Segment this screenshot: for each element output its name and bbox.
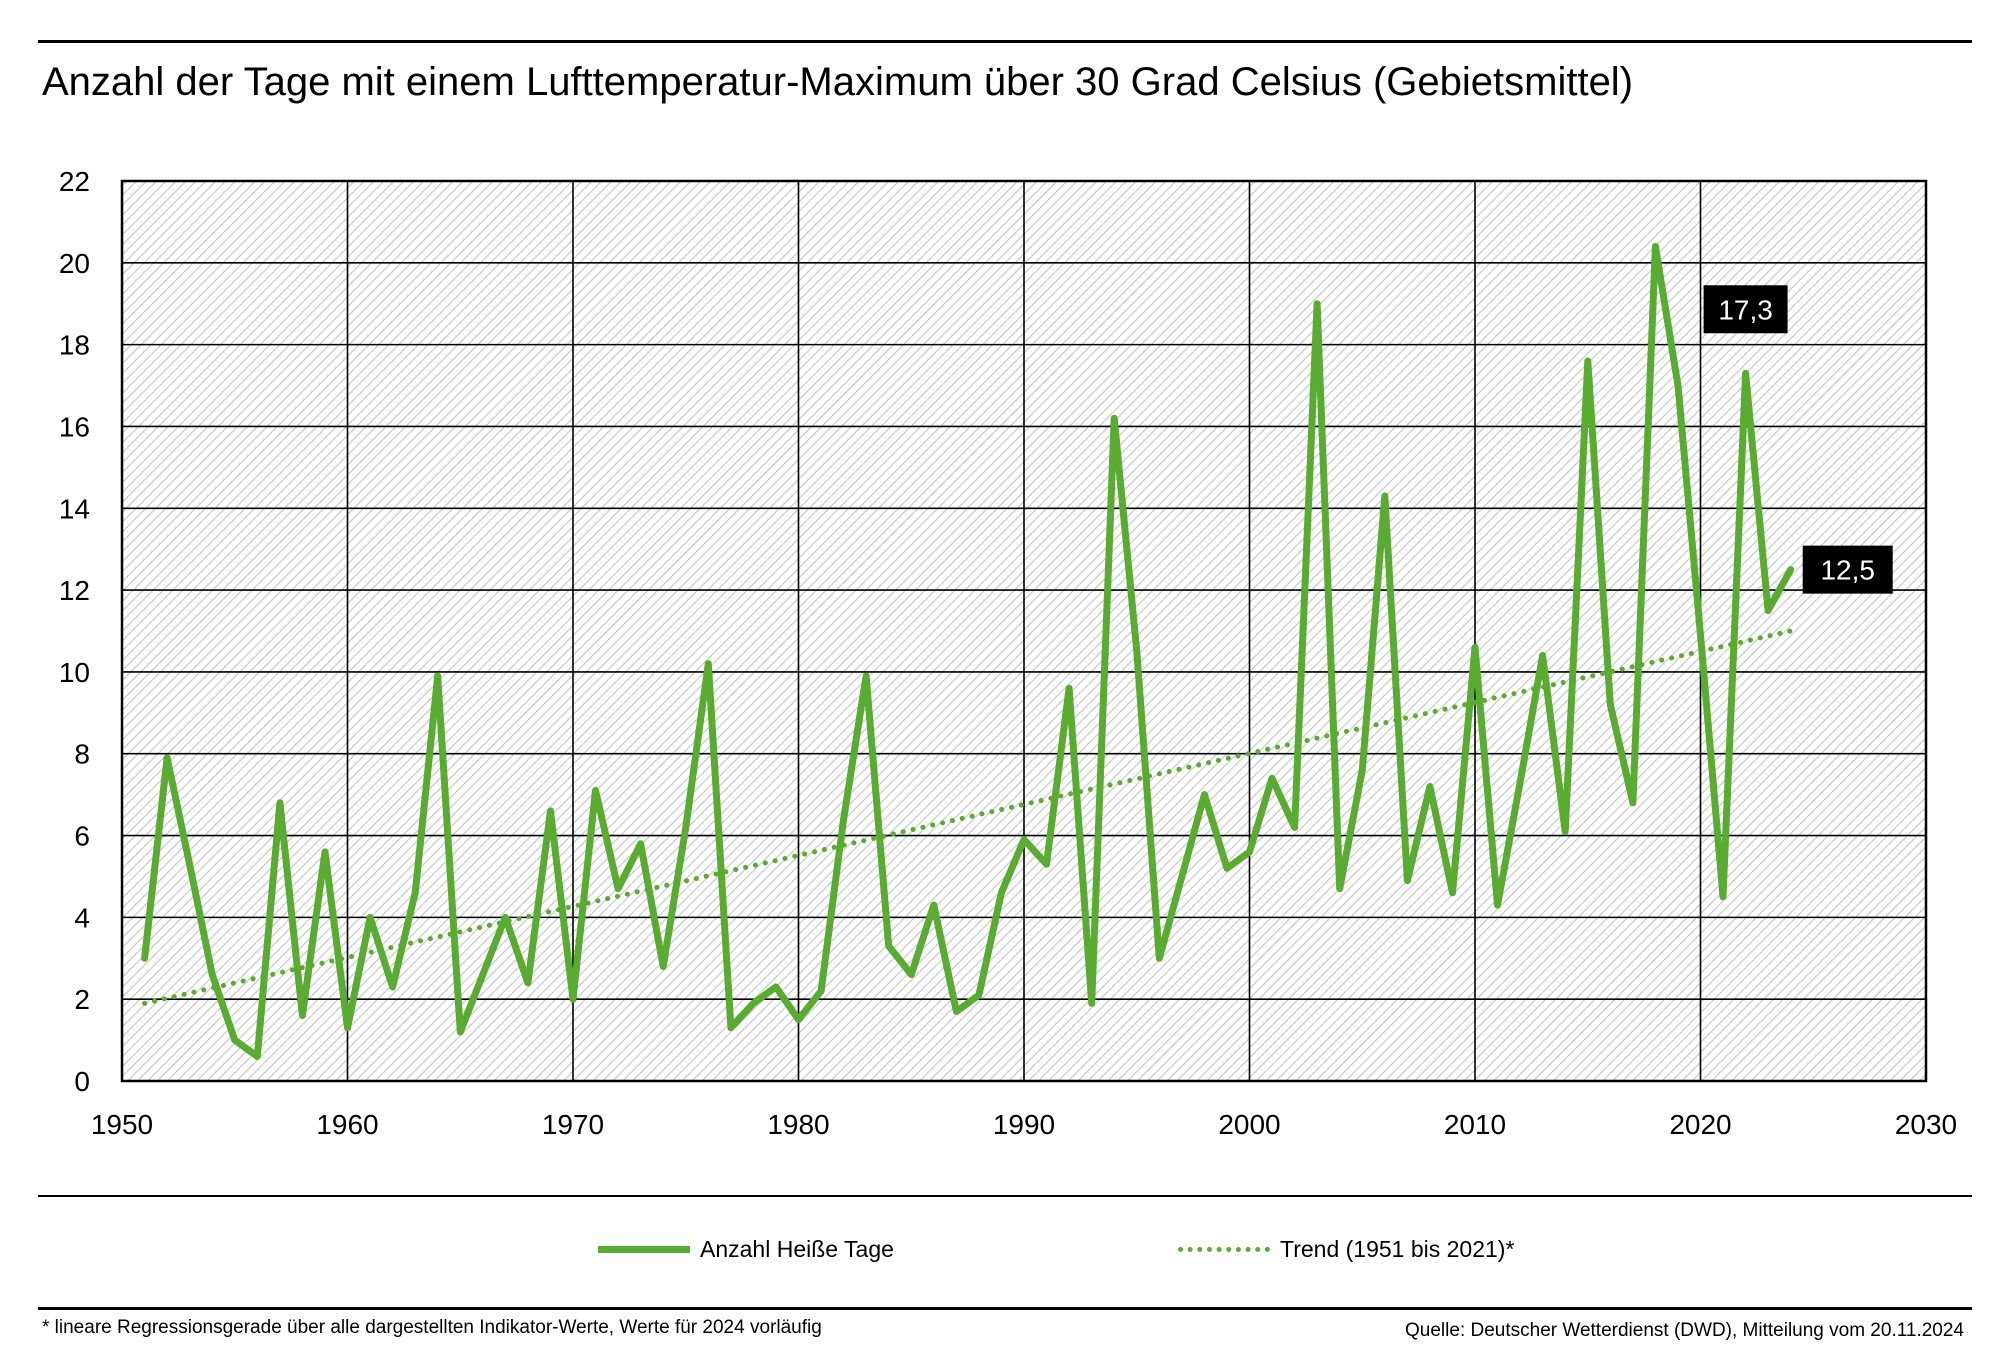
data-label-box — [1802, 545, 1893, 594]
y-tick-label: 4 — [74, 902, 90, 933]
x-tick-label: 1970 — [542, 1109, 604, 1140]
series-layer — [141, 243, 1795, 1060]
chart: 1950 1960 1970 1980 1990 2000 2010 2020 2030 024… — [59, 166, 1957, 1140]
x-tick-label: 2000 — [1218, 1109, 1280, 1140]
annotation-layer: 17,3 12,5 — [1703, 285, 1893, 594]
x-tick-label: 1980 — [767, 1109, 829, 1140]
y-tick-label: 14 — [59, 493, 90, 524]
x-tick-label: 2020 — [1669, 1109, 1731, 1140]
y-tick-label: 12 — [59, 575, 90, 606]
legend-item-trend: Trend (1951 bis 2021)* — [1178, 1236, 1514, 1263]
footnote: * lineare Regressionsgerade über alle da… — [42, 1317, 822, 1338]
legend-label: Trend (1951 bis 2021)* — [1280, 1236, 1515, 1262]
x-tick-label: 2030 — [1895, 1109, 1957, 1140]
legend-separator — [38, 1195, 1972, 1197]
trend-line — [142, 628, 1794, 1006]
y-tick-label: 10 — [59, 657, 90, 688]
source-note: Quelle: Deutscher Wetterdienst (DWD), Mi… — [1405, 1320, 1964, 1341]
y-tick-label: 0 — [74, 1066, 90, 1097]
data-label: 17,3 — [1718, 294, 1773, 325]
y-tick-label: 6 — [74, 821, 90, 852]
x-tick-label: 1990 — [993, 1109, 1055, 1140]
y-tick-label: 8 — [74, 739, 90, 770]
y-tick-label: 18 — [59, 330, 90, 361]
y-tick-label: 22 — [59, 166, 90, 197]
data-label: 12,5 — [1820, 555, 1875, 586]
chart-title: Anzahl der Tage mit einem Lufttemperatur… — [42, 60, 1634, 104]
footer-separator — [38, 1307, 1972, 1310]
x-tick-label: 2010 — [1444, 1109, 1506, 1140]
x-tick-label: 1950 — [91, 1109, 153, 1140]
y-tick-label: 2 — [74, 984, 90, 1015]
y-tick-label: 20 — [59, 248, 90, 279]
x-axis-ticks: 1950 1960 1970 1980 1990 2000 2010 2020 2030 — [91, 1109, 1957, 1140]
legend-swatch-solid — [598, 1246, 690, 1253]
legend-item-heisse-tage: Anzahl Heiße Tage — [598, 1236, 894, 1263]
plot-frame — [120, 179, 1928, 1083]
series-line-heisse-tage — [141, 243, 1795, 1060]
x-tick-label: 1960 — [316, 1109, 378, 1140]
y-axis-ticks: 0 2 4 6 8 10 12 14 16 18 20 22 — [59, 166, 90, 1097]
data-label-box — [1703, 285, 1788, 334]
legend-swatch-dotted — [1178, 1247, 1270, 1252]
top-rule — [38, 40, 1972, 43]
legend-label: Anzahl Heiße Tage — [700, 1236, 894, 1262]
y-tick-label: 16 — [59, 411, 90, 442]
